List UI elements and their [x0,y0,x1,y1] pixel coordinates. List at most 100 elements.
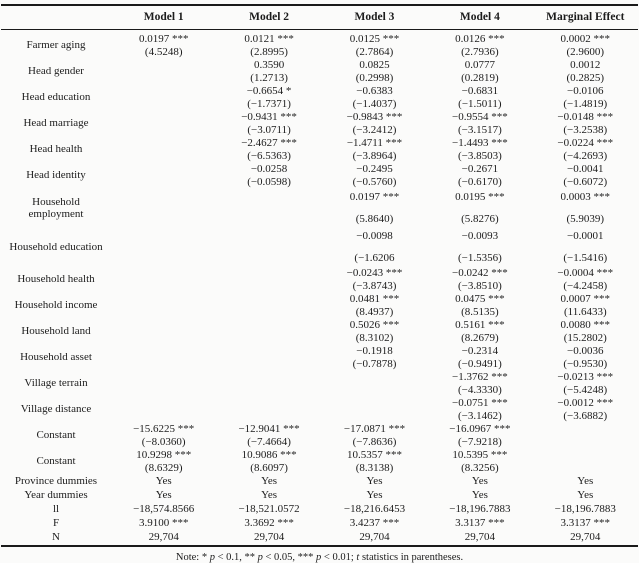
value-cell: −0.0148 *** (−3.2538) [533,111,638,137]
t-statistic: (−0.9491) [457,357,502,370]
row-label: ll [52,503,60,516]
table-row: Household asset −0.1918 (−0.7878) −0.2314 (−… [1,345,638,371]
value-cell: 29,704 [427,531,532,546]
coefficient-value: 0.5026 *** [349,319,400,331]
t-statistic: (−1.7371) [247,97,291,110]
coefficient-value: −0.9554 *** [452,111,508,123]
coefficient-value: 10.5357 *** [346,449,402,461]
coefficient-value: −0.1918 [356,345,393,357]
coefficient-value: 3.3692 *** [244,517,294,530]
value-cell: 0.0197 *** (5.8640) [322,189,427,228]
coefficient-value: −0.0012 *** [557,397,614,409]
value-cell: −18,521.0572 [216,503,321,517]
value-cell: Yes [322,489,427,503]
coefficient-value: 29,704 [570,531,601,544]
row-label: N [52,531,60,544]
coefficient-value: 0.0481 *** [349,293,400,305]
coefficient-value: −0.0041 [567,163,604,175]
coefficient-value: 0.0197 *** [138,33,189,45]
value-cell: −0.0258 (−0.0598) [216,163,321,189]
coefficient-value: −0.0148 *** [557,111,614,123]
table-row: Constant −15.6225 *** (−8.0360) −12.9041 **… [1,423,638,449]
table-row: Household land 0.5026 *** (8.3102) 0.5161 *… [1,319,638,345]
table-row: Head gender 0.3590 (1.2713) 0.0825 (0.2998) 0… [1,59,638,85]
coefficient-value: −0.0098 [356,230,393,242]
t-statistic: (−3.6882) [563,409,608,422]
value-cell: 0.0481 *** (8.4937) [322,293,427,319]
value-cell [322,397,427,423]
coefficient-value: 29,704 [464,531,495,544]
note-text: < 0.01; [321,551,357,563]
coefficient-value: −1.3762 *** [452,371,508,383]
value-cell: 10.9086 *** (8.6097) [216,449,321,475]
value-cell [111,163,216,189]
value-cell: −0.6831 (−1.5011) [427,85,532,111]
coefficient-value: 10.9086 *** [241,449,297,461]
t-statistic: (2.9600) [566,45,605,58]
table-note: Note: * p < 0.1, ** p < 0.05, *** p < 0.… [1,547,638,563]
table-row: Head marriage −0.9431 *** (−3.0711) −0.9843… [1,111,638,137]
t-statistic: (−4.2693) [563,149,608,162]
row-label: Farmer aging [26,39,86,52]
value-cell: −0.0004 *** (−4.2458) [533,267,638,293]
t-statistic: (−0.9530) [563,357,608,370]
row-label: Head education [21,91,91,104]
row-label: Province dummies [14,475,98,488]
coefficient-value: Yes [261,489,278,502]
t-statistic: (15.2802) [563,331,607,344]
coefficient-value: Yes [366,475,383,488]
coefficient-value: −0.6831 [461,85,499,97]
t-statistic: (−0.5760) [352,175,397,188]
note-italic-symbol: p [316,551,322,563]
coefficient-value: −0.2314 [461,345,499,357]
value-cell: −1.4711 *** (−3.8964) [322,137,427,163]
regression-results-table: Model 1 Model 2 Model 3 Model 4 Marginal Eff… [1,4,638,547]
t-statistic: (8.3102) [355,331,394,344]
value-cell [216,397,321,423]
table-row: Province dummies Yes Yes Yes Yes Yes [1,475,638,489]
t-statistic: (−3.0711) [247,123,291,136]
value-cell: Yes [533,475,638,489]
coefficient-value: −0.0093 [461,230,499,242]
coefficient-value: −18,196.7883 [554,503,616,516]
value-cell [216,189,321,228]
coefficient-value: 3.4237 *** [349,517,400,530]
coefficient-value: 29,704 [148,531,179,544]
coefficient-value: −12.9041 *** [238,423,300,435]
value-cell: 0.0195 *** (5.8276) [427,189,532,228]
table-body: Farmer aging 0.0197 *** (4.5248) 0.0121 ***… [1,29,638,546]
t-statistic: (−3.1462) [457,409,502,422]
t-statistic: (−0.6072) [563,175,608,188]
value-cell [111,345,216,371]
value-cell: 29,704 [216,531,321,546]
row-label: Constant [36,455,76,468]
row-label: Year dummies [24,489,88,502]
value-cell [111,59,216,85]
coefficient-value: −18,196.7883 [449,503,511,516]
coefficient-value: 0.0007 *** [560,293,611,305]
value-cell: 29,704 [533,531,638,546]
table-row: Village terrain −1.3762 *** (−4.3330) −0.02… [1,371,638,397]
coefficient-value: 0.0475 *** [455,293,505,305]
coefficient-value: 0.0121 *** [244,33,294,45]
value-cell [533,449,638,475]
value-cell [533,423,638,449]
value-cell: −0.6654 * (−1.7371) [216,85,321,111]
coefficient-value: 0.0080 *** [560,319,611,331]
value-cell: −1.3762 *** (−4.3330) [427,371,532,397]
row-label: Household education [9,240,103,253]
t-statistic: (5.9039) [566,212,605,225]
model-column-header: Model 2 [216,5,322,30]
coefficient-value: Yes [261,475,278,488]
t-statistic: (−1.4037) [352,97,397,110]
coefficient-value: −0.0751 *** [452,397,508,409]
t-statistic: (−3.8503) [457,149,502,162]
value-cell: 0.5026 *** (8.3102) [322,319,427,345]
value-cell: 3.9100 *** [111,517,216,531]
coefficient-value: 10.9298 *** [136,449,192,461]
t-statistic: (1.2713) [250,71,288,84]
t-statistic: (8.3138) [355,461,394,474]
value-cell: −0.0242 *** (−3.8510) [427,267,532,293]
coefficient-value: 0.0125 *** [349,33,400,45]
coefficient-value: Yes [366,489,383,502]
